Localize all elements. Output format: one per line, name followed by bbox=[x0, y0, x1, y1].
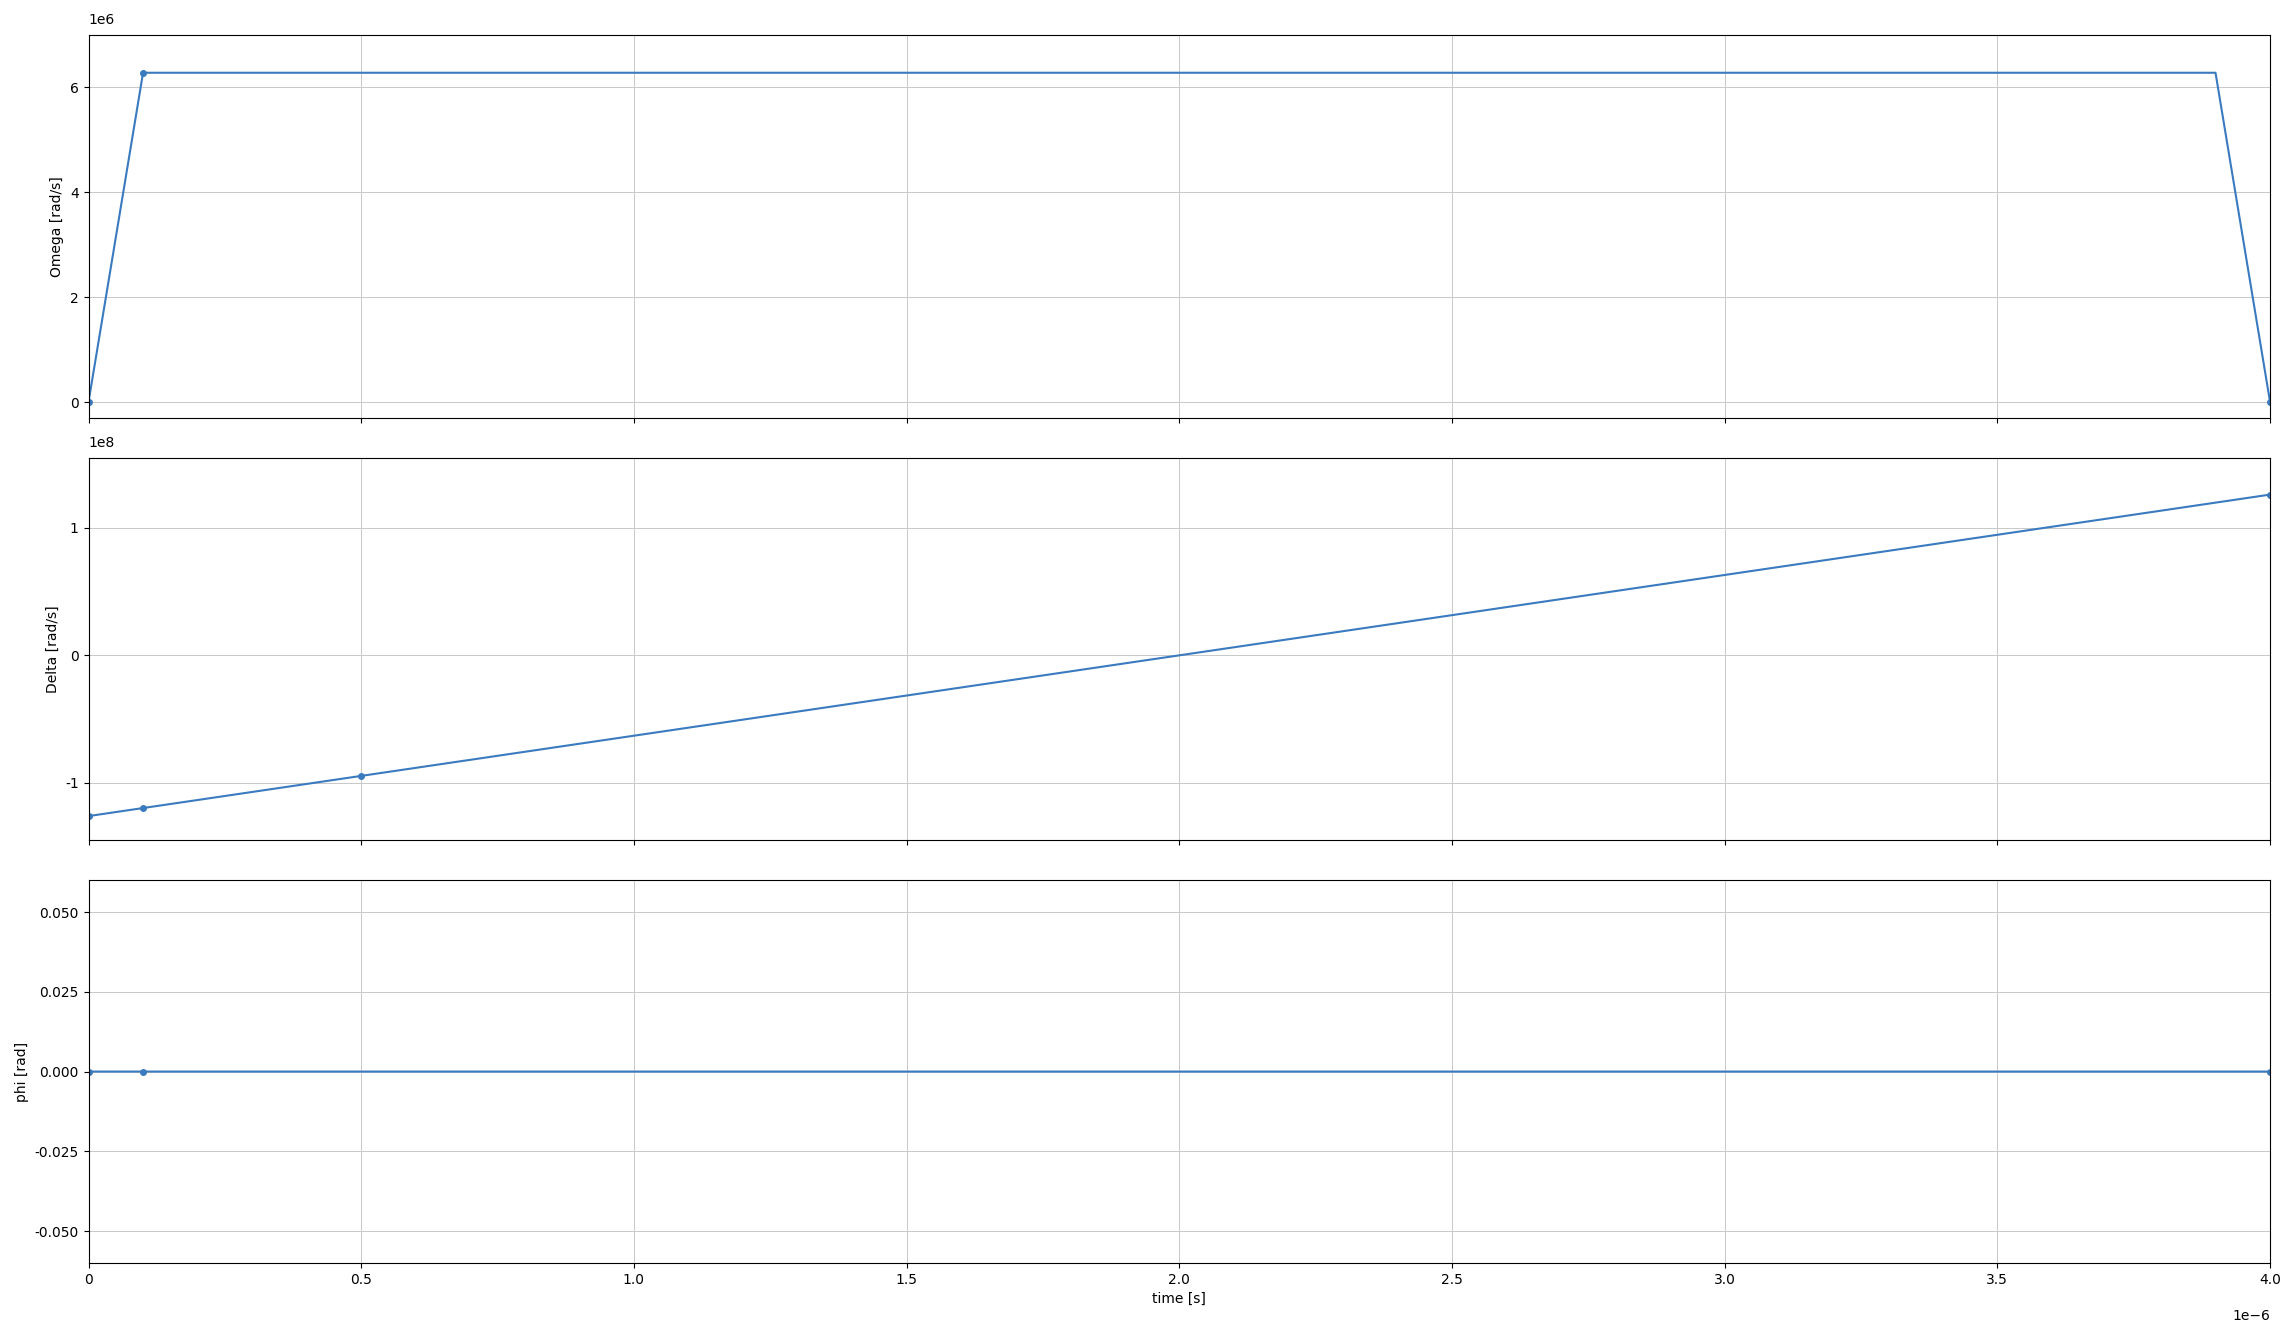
Text: 1e−6: 1e−6 bbox=[2232, 1309, 2271, 1323]
Text: 1e8: 1e8 bbox=[90, 436, 115, 450]
Text: 1e6: 1e6 bbox=[90, 13, 115, 28]
X-axis label: time [s]: time [s] bbox=[1153, 1292, 1205, 1307]
Y-axis label: phi [rad]: phi [rad] bbox=[16, 1041, 30, 1102]
Y-axis label: Omega [rad/s]: Omega [rad/s] bbox=[51, 177, 64, 276]
Y-axis label: Delta [rad/s]: Delta [rad/s] bbox=[46, 606, 60, 693]
